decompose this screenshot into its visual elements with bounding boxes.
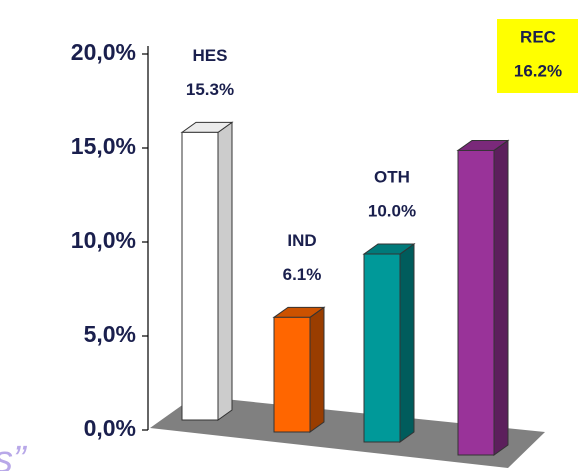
label-box — [497, 19, 578, 93]
value-label: 15.3% — [186, 80, 234, 99]
bar-front — [363, 253, 401, 443]
category-label: REC — [520, 27, 556, 46]
bar-side — [493, 139, 509, 456]
category-label: IND — [287, 231, 316, 250]
bar — [272, 306, 326, 433]
bar — [362, 243, 416, 443]
category-label: HES — [193, 46, 228, 65]
y-tick-label: 15,0% — [71, 133, 136, 159]
bar-front — [273, 316, 311, 433]
fragment-text: s” — [0, 439, 28, 471]
bar — [456, 139, 510, 456]
bar-side — [217, 121, 233, 421]
value-label: 10.0% — [368, 201, 416, 220]
y-tick-label: 20,0% — [71, 39, 136, 65]
y-tick-label: 0,0% — [84, 415, 136, 441]
y-tick-label: 5,0% — [84, 321, 136, 347]
bar-front — [457, 149, 495, 456]
category-label: OTH — [374, 167, 410, 186]
floor — [150, 396, 545, 468]
y-tick-label: 10,0% — [71, 227, 136, 253]
value-label: 16.2% — [514, 61, 562, 80]
bar-front — [181, 131, 219, 421]
bar — [180, 121, 234, 421]
bar-side — [309, 306, 325, 433]
value-label: 6.1% — [283, 265, 322, 284]
bar-side — [399, 243, 415, 443]
